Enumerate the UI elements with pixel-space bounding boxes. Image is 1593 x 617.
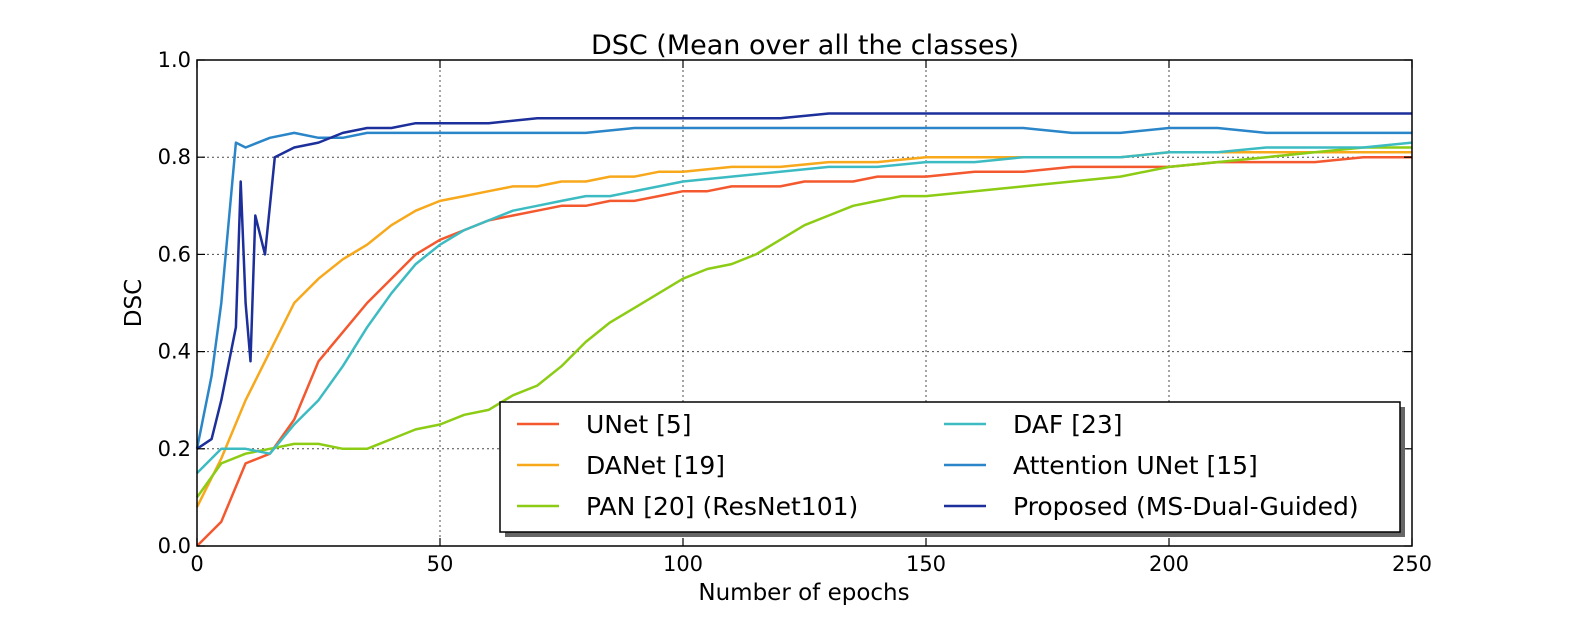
legend-label-2: DANet [19] <box>586 451 725 480</box>
legend-label-3: PAN [20] (ResNet101) <box>586 492 858 521</box>
plot-frame <box>196 59 1413 547</box>
legend-label-1: UNet [5] <box>586 410 692 439</box>
legend-label-5: Attention UNet [15] <box>1013 451 1258 480</box>
x-tick-label: 250 <box>1392 552 1432 576</box>
y-tick-label: 0.0 <box>158 534 191 558</box>
x-tick-label: 0 <box>190 552 203 576</box>
legend-label-4: DAF [23] <box>1013 410 1123 439</box>
legend-label-6: Proposed (MS-Dual-Guided) <box>1013 492 1359 521</box>
legend-items: UNet [5] DANet [19] PAN [20] (ResNet101) DA… <box>517 410 1359 521</box>
legend: UNet [5] DANet [19] PAN [20] (ResNet101) DA… <box>499 401 1405 537</box>
y-tick-label: 1.0 <box>158 48 191 72</box>
y-tick-label: 0.2 <box>158 437 191 461</box>
chart-title: DSC (Mean over all the classes) <box>591 30 1019 61</box>
y-axis-label: DSC <box>121 279 147 327</box>
x-axis-label: Number of epochs <box>698 580 909 606</box>
y-tick-label: 0.8 <box>158 145 191 169</box>
series-line-3 <box>195 146 1412 499</box>
x-tick-label: 150 <box>906 552 946 576</box>
series-line-6 <box>196 112 1412 450</box>
series-line-5 <box>195 126 1412 450</box>
series-line-1 <box>196 155 1412 547</box>
axis-ticks: 0 50 100 150 200 250 0.0 0.2 0.4 0.6 0.8 1.0 <box>158 48 1432 576</box>
y-tick-label: 0.4 <box>158 340 191 364</box>
y-tick-label: 0.6 <box>158 242 191 266</box>
series-lines <box>195 112 1413 547</box>
x-tick-label: 100 <box>663 552 703 576</box>
x-tick-label: 200 <box>1149 552 1189 576</box>
x-tick-label: 50 <box>427 552 454 576</box>
series-line-4 <box>196 141 1413 474</box>
